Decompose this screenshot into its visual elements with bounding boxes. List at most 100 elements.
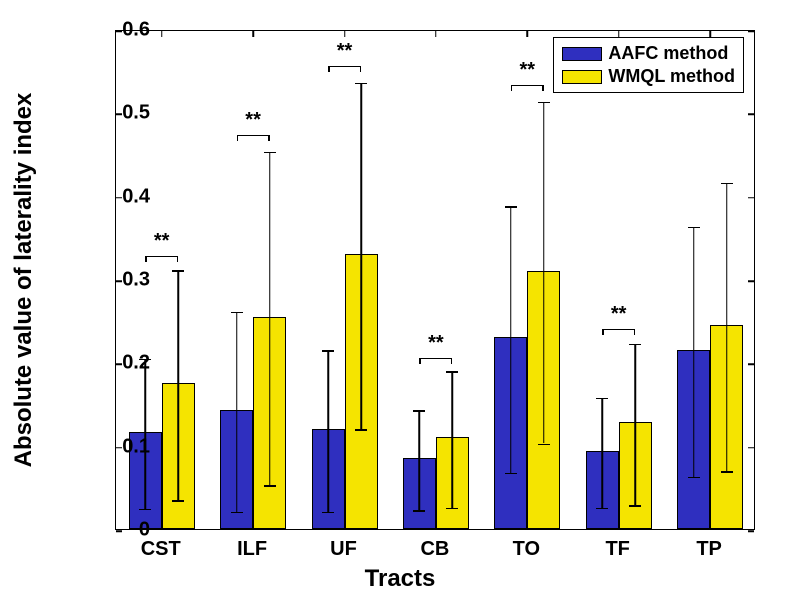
errorbar [543,102,545,444]
xtick-label: TO [513,538,540,561]
errorbar [177,270,179,500]
ytick-label: 0.1 [90,435,150,458]
errorcap [446,371,458,373]
legend-label: WMQL method [608,66,735,87]
significance-bracket-drop [328,66,330,72]
legend: AAFC methodWMQL method [553,37,744,93]
errorcap [538,444,550,446]
errorcap [538,102,550,104]
ytick-label: 0.5 [90,102,150,125]
errorcap [413,410,425,412]
ytick-label: 0.3 [90,269,150,292]
errorcap [721,471,733,473]
errorcap [596,508,608,510]
ytick-label: 0.4 [90,185,150,208]
xtick-label: UF [330,538,357,561]
errorcap [413,510,425,512]
significance-label: ** [245,109,261,132]
significance-bracket [511,85,544,86]
significance-bracket [145,256,178,257]
errorcap [172,500,184,502]
ytick-label: 0.2 [90,352,150,375]
errorcap [322,512,334,514]
xtick-mark [161,31,163,37]
errorbar [236,312,238,512]
significance-bracket-drop [237,135,239,141]
xtick-label: TF [605,538,629,561]
significance-bracket [237,135,270,136]
significance-bracket-drop [602,329,604,335]
errorbar [269,152,271,485]
errorcap [721,183,733,185]
errorbar [601,398,603,508]
significance-bracket [419,358,452,359]
errorbar [144,359,146,509]
significance-bracket [602,329,635,330]
significance-label: ** [428,332,444,355]
significance-bracket-drop [451,358,453,364]
errorcap [688,477,700,479]
errorcap [264,152,276,154]
errorcap [505,473,517,475]
errorcap [355,429,367,431]
significance-bracket-drop [634,329,636,335]
plot-area: ** ** ** ** ** ** AAFC methodWMQL method [115,30,755,530]
errorbar [360,83,362,430]
ytick-mark [748,530,754,532]
ytick-mark [748,114,754,116]
legend-item: WMQL method [562,65,735,88]
significance-label: ** [337,40,353,63]
significance-label: ** [154,230,170,253]
xtick-mark [344,31,346,37]
significance-bracket-drop [542,85,544,91]
significance-label: ** [611,303,627,326]
errorbar [726,183,728,471]
x-axis-label: Tracts [365,565,436,593]
ytick-mark [748,30,754,32]
errorcap [322,350,334,352]
ytick-mark [748,280,754,282]
xtick-mark [252,31,254,37]
errorbar [634,344,636,506]
ytick-mark [748,364,754,366]
xtick-label: CB [420,538,449,561]
chart-container: ************AAFC methodWMQL method CSTIL… [115,30,755,530]
significance-bracket-drop [145,256,147,262]
xtick-mark [435,31,437,37]
legend-swatch [562,47,602,61]
errorcap [264,485,276,487]
errorcap [231,512,243,514]
errorcap [596,398,608,400]
legend-swatch [562,70,602,84]
legend-item: AAFC method [562,42,735,65]
significance-label: ** [520,59,536,82]
errorcap [355,83,367,85]
errorbar [327,350,329,512]
significance-bracket [328,66,361,67]
significance-bracket-drop [268,135,270,141]
errorbar [510,206,512,473]
errorcap [172,270,184,272]
xtick-mark [527,31,529,37]
errorbar [452,371,454,508]
significance-bracket-drop [419,358,421,364]
xtick-label: ILF [237,538,267,561]
ytick-mark [748,197,754,199]
errorbar [693,227,695,477]
ytick-label: 0.6 [90,19,150,42]
ytick-mark [748,447,754,449]
legend-label: AAFC method [608,43,728,64]
errorcap [688,227,700,229]
xtick-label: TP [696,538,722,561]
errorcap [629,344,641,346]
significance-bracket-drop [511,85,513,91]
errorcap [139,509,151,511]
errorcap [629,505,641,507]
significance-bracket-drop [360,66,362,72]
errorcap [505,206,517,208]
significance-bracket-drop [177,256,179,262]
y-axis-label: Absolute value of laterality index [10,93,38,468]
ytick-label: 0 [90,519,150,542]
errorcap [446,508,458,510]
errorbar [419,410,421,510]
